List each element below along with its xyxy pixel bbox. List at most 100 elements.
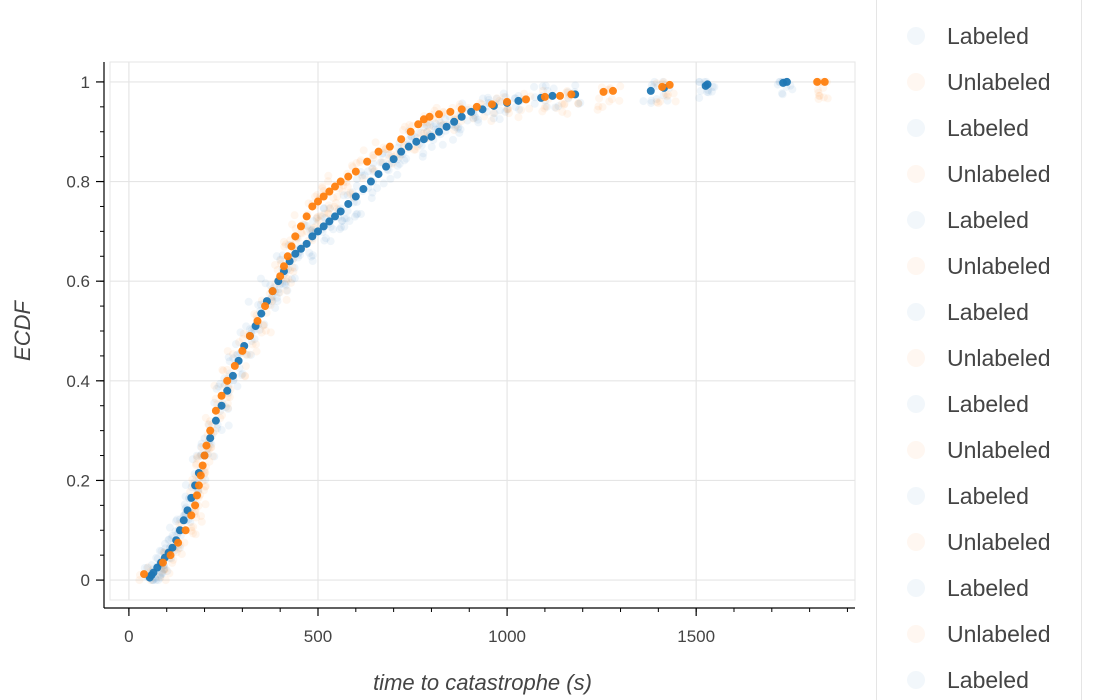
replicate-point (302, 221, 311, 230)
replicate-point (515, 105, 524, 114)
replicate-point (165, 569, 174, 578)
replicate-point (395, 159, 404, 168)
replicate-point (463, 116, 472, 125)
legend-item-labeled[interactable]: Labeled (907, 21, 1029, 51)
replicate-point (530, 99, 539, 108)
unlabeled-point (319, 192, 328, 201)
replicate-point (284, 274, 293, 283)
legend-item-unlabeled[interactable]: Unlabeled (907, 67, 1051, 97)
replicate-point (155, 572, 164, 581)
replicate-point (280, 242, 289, 251)
bootstrap-replicates (135, 77, 832, 585)
replicate-point (225, 393, 234, 402)
replicate-point (329, 193, 338, 202)
legend-label: Labeled (947, 114, 1029, 141)
legend-item-labeled[interactable]: Labeled (907, 665, 1029, 695)
replicate-point (704, 88, 713, 97)
legend-item-unlabeled[interactable]: Unlabeled (907, 159, 1051, 189)
labeled-point (351, 192, 360, 201)
replicate-point (531, 93, 540, 102)
unlabeled-point (351, 167, 360, 176)
labeled-point (427, 132, 436, 141)
replicate-point (160, 565, 169, 574)
replicate-point (224, 404, 233, 413)
replicate-point (165, 523, 174, 532)
legend-swatch (907, 671, 925, 689)
unlabeled-point (276, 272, 285, 281)
legend-item-unlabeled[interactable]: Unlabeled (907, 343, 1051, 373)
replicate-point (251, 340, 260, 349)
labeled-point (389, 155, 398, 164)
replicate-point (353, 209, 362, 218)
legend-item-unlabeled[interactable]: Unlabeled (907, 619, 1051, 649)
replicate-point (259, 321, 268, 330)
unlabeled-point (435, 110, 444, 119)
replicate-point (695, 93, 704, 102)
legend-item-labeled[interactable]: Labeled (907, 389, 1029, 419)
legend-item-labeled[interactable]: Labeled (907, 297, 1029, 327)
y-tick-label: 1 (81, 73, 90, 92)
data-points (140, 77, 829, 582)
replicate-point (273, 266, 282, 275)
replicate-point (427, 142, 436, 151)
replicate-point (283, 286, 292, 295)
replicate-point (343, 191, 352, 200)
legend[interactable]: Labeled Unlabeled Labeled Unlabeled Labeled U… (876, 0, 1082, 700)
legend-item-labeled[interactable]: Labeled (907, 481, 1029, 511)
legend-label: Labeled (947, 390, 1029, 417)
replicate-point (324, 177, 333, 186)
replicate-point (495, 115, 504, 124)
replicate-point (214, 382, 223, 391)
replicate-point (188, 455, 197, 464)
replicate-point (393, 161, 402, 170)
unlabeled-point (302, 212, 311, 221)
y-tick-label: 0.4 (66, 372, 90, 391)
labeled-point (211, 416, 220, 425)
replicate-point (319, 204, 328, 213)
replicate-point (663, 91, 672, 100)
replicate-point (314, 216, 323, 225)
legend-item-unlabeled[interactable]: Unlabeled (907, 435, 1051, 465)
legend-label: Unlabeled (947, 528, 1051, 555)
replicate-point (330, 202, 339, 211)
labeled-point (646, 86, 655, 95)
labeled-point (374, 170, 383, 179)
replicate-point (458, 99, 467, 108)
unlabeled-point (374, 147, 383, 156)
replicate-point (788, 85, 797, 94)
legend-item-unlabeled[interactable]: Unlabeled (907, 251, 1051, 281)
replicate-point (431, 119, 440, 128)
replicate-point (499, 89, 508, 98)
legend-item-unlabeled[interactable]: Unlabeled (907, 527, 1051, 557)
replicate-point (490, 109, 499, 118)
labeled-point (313, 227, 322, 236)
replicate-point (542, 102, 551, 111)
replicate-point (495, 106, 504, 115)
replicate-point (432, 103, 441, 112)
replicate-point (563, 109, 572, 118)
replicate-point (647, 96, 656, 105)
replicate-point (414, 128, 423, 137)
replicate-point (237, 370, 246, 379)
replicate-point (325, 204, 334, 213)
replicate-point (360, 171, 369, 180)
replicate-point (158, 569, 167, 578)
legend-swatch (907, 533, 925, 551)
legend-item-labeled[interactable]: Labeled (907, 573, 1029, 603)
replicate-point (223, 365, 232, 374)
replicate-point (560, 99, 569, 108)
labeled-point (382, 162, 391, 171)
legend-item-labeled[interactable]: Labeled (907, 205, 1029, 235)
replicate-point (473, 115, 482, 124)
replicate-point (379, 179, 388, 188)
replicate-point (554, 102, 563, 111)
labeled-point (302, 239, 311, 248)
replicate-point (266, 328, 275, 337)
grid (109, 61, 856, 601)
unlabeled-point (540, 92, 549, 101)
replicate-point (191, 530, 200, 539)
unlabeled-point (206, 426, 215, 435)
unlabeled-point (181, 526, 190, 535)
legend-item-labeled[interactable]: Labeled (907, 113, 1029, 143)
labeled-point (206, 434, 215, 443)
